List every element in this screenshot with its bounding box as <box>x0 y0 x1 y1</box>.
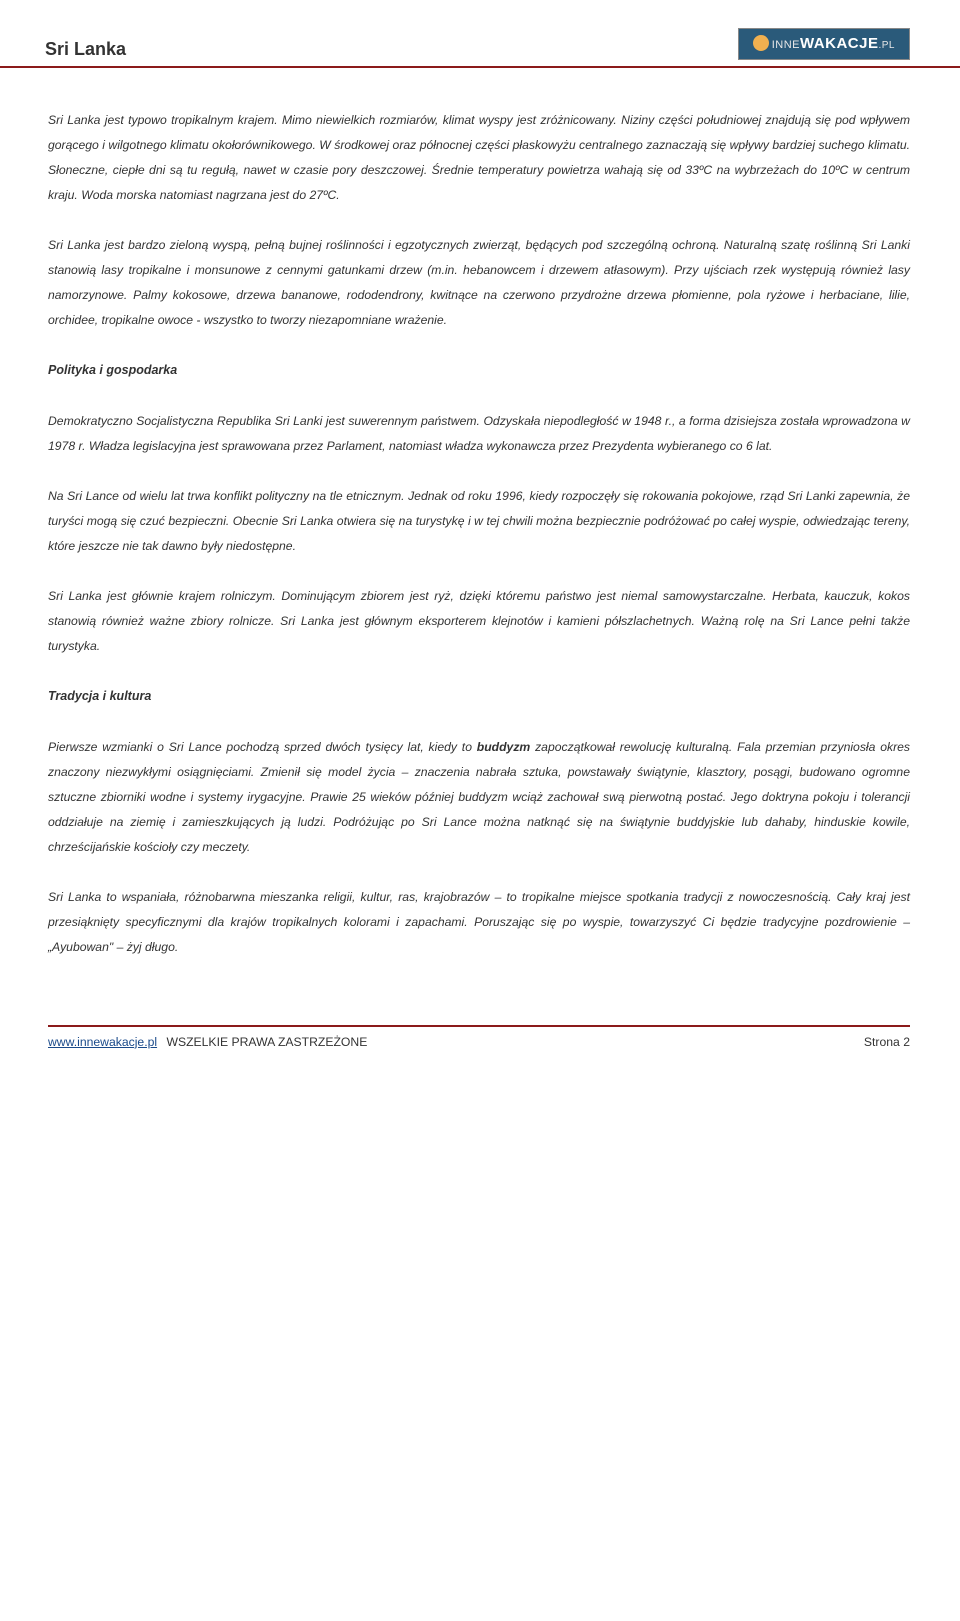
paragraph: Na Sri Lance od wielu lat trwa konflikt … <box>48 484 910 559</box>
bold-term-buddyzm: buddyzm <box>477 740 531 754</box>
paragraph: Sri Lanka jest głównie krajem rolniczym.… <box>48 584 910 659</box>
paragraph: Demokratyczno Socjalistyczna Republika S… <box>48 409 910 459</box>
page-header: Sri Lanka INNEWAKACJE.PL <box>0 0 960 68</box>
logo-text: INNEWAKACJE.PL <box>772 36 895 51</box>
brand-logo: INNEWAKACJE.PL <box>738 28 910 60</box>
paragraph: Sri Lanka to wspaniała, różnobarwna mies… <box>48 885 910 960</box>
paragraph: Sri Lanka jest bardzo zieloną wyspą, peł… <box>48 233 910 333</box>
document-title: Sri Lanka <box>45 39 126 60</box>
paragraph: Sri Lanka jest typowo tropikalnym krajem… <box>48 108 910 208</box>
document-body: Sri Lanka jest typowo tropikalnym krajem… <box>0 68 960 1015</box>
footer-rights-text: WSZELKIE PRAWA ZASTRZEŻONE <box>166 1035 367 1049</box>
section-heading-tradition: Tradycja i kultura <box>48 684 910 710</box>
footer-left: www.innewakacje.pl WSZELKIE PRAWA ZASTRZ… <box>48 1035 367 1049</box>
page-footer: www.innewakacje.pl WSZELKIE PRAWA ZASTRZ… <box>48 1025 910 1069</box>
section-heading-politics: Polityka i gospodarka <box>48 358 910 384</box>
footer-page-number: Strona 2 <box>864 1035 910 1049</box>
sun-icon <box>753 35 769 51</box>
paragraph: Pierwsze wzmianki o Sri Lance pochodzą s… <box>48 735 910 860</box>
footer-website-link[interactable]: www.innewakacje.pl <box>48 1035 157 1049</box>
